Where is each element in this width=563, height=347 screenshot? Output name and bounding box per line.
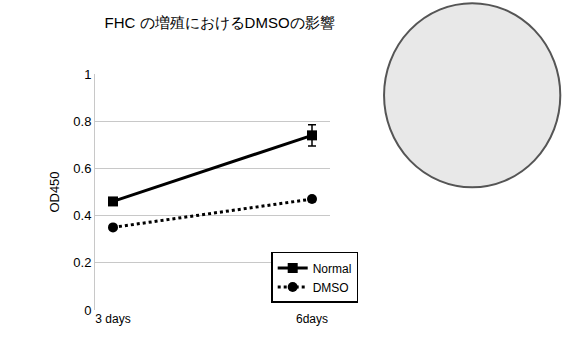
svg-text:0.8: 0.8	[73, 114, 91, 129]
svg-text:0: 0	[84, 303, 91, 318]
svg-text:3 days: 3 days	[95, 312, 130, 326]
svg-text:6days: 6days	[296, 312, 328, 326]
svg-text:DMSO: DMSO	[313, 281, 349, 295]
svg-text:1: 1	[84, 67, 91, 82]
svg-text:0.2: 0.2	[73, 255, 91, 270]
svg-text:Normal: Normal	[313, 262, 352, 276]
svg-text:0.4: 0.4	[73, 208, 91, 223]
svg-text:0.6: 0.6	[73, 161, 91, 176]
svg-text:OD450: OD450	[47, 171, 62, 212]
svg-text:FHC の増殖におけるDMSOの影響: FHC の増殖におけるDMSOの影響	[105, 14, 335, 31]
